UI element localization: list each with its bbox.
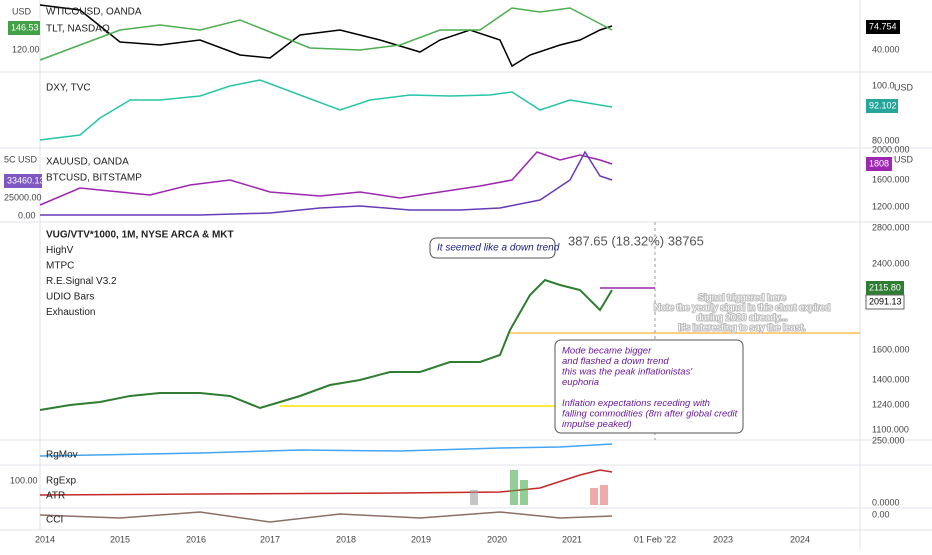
- pane-label: XAUUSD, OANDA: [46, 157, 129, 168]
- axis-label: 250.000: [872, 435, 905, 445]
- pane-label: HighV: [46, 245, 74, 256]
- annotation: during 2020 already...: [696, 313, 787, 324]
- x-axis-label: 2019: [411, 534, 431, 544]
- axis-label: 2400.000: [872, 258, 910, 268]
- note-box: [429, 237, 556, 259]
- pane-label: RgExp: [46, 476, 76, 487]
- unit: USD: [894, 82, 914, 92]
- annotation: It seemed like a down trend: [437, 243, 560, 254]
- annotation: Note the yearly signal in this chart exp…: [654, 303, 830, 314]
- price-tag: [866, 99, 898, 113]
- axis-label: 2800.000: [872, 222, 910, 232]
- axis-label: 1100.000: [872, 424, 909, 434]
- pane-label: BTCUSD, BITSTAMP: [46, 173, 142, 184]
- x-axis-label: 2016: [186, 534, 206, 544]
- axis-label: 0.0000: [872, 497, 900, 507]
- x-axis-label: 2014: [35, 534, 55, 544]
- axis-label: 1240.000: [872, 399, 910, 409]
- price-tag: [8, 21, 40, 35]
- price-tag-text: 146.53: [11, 22, 39, 32]
- pane-label: TLT, NASDAQ: [46, 24, 110, 35]
- note-box: [554, 339, 744, 434]
- unit: 5C USD: [4, 154, 38, 164]
- pane-label: Exhaustion: [46, 307, 95, 318]
- price-tag: [866, 281, 904, 295]
- pane-label: RgMov: [46, 450, 78, 461]
- annotation: and flashed a down trend: [562, 356, 669, 367]
- axis-label: 1400.000: [872, 374, 910, 384]
- price-tag-text: 1808: [869, 158, 889, 168]
- pane-label: VUG/VTV*1000, 1M, NYSE ARCA & MKT: [46, 230, 234, 241]
- x-axis-label: 01 Feb '22: [634, 534, 676, 544]
- x-axis-label: 2017: [260, 534, 280, 544]
- axis-label: 120.00: [12, 44, 40, 54]
- volume-bars: [470, 470, 608, 505]
- x-axis-label: 2024: [790, 534, 810, 544]
- pane-label: CCI: [46, 515, 63, 526]
- axis-label: 0.00: [872, 509, 890, 519]
- price-tag: [866, 20, 900, 34]
- pane-label: ATR: [46, 491, 65, 502]
- price-tag: [866, 157, 892, 171]
- annotation: Signal triggered here: [698, 293, 786, 304]
- price-tag-text: 33460.13: [7, 175, 45, 185]
- measure-label: 387.65 (18.32%) 38765: [568, 233, 704, 248]
- x-axis-label: 2021: [562, 534, 582, 544]
- price-tag-text: 2115.80: [869, 282, 901, 292]
- x-axis-label: 2018: [336, 534, 356, 544]
- x-axis-label: 2023: [713, 534, 733, 544]
- price-tag-text: 74.754: [869, 21, 897, 31]
- annotation: impulse peaked): [562, 419, 632, 430]
- pane-label: WTICOUSD, OANDA: [46, 7, 142, 18]
- price-tag-text: 92.102: [869, 100, 897, 110]
- pane-label: DXY, TVC: [46, 83, 91, 94]
- axis-label: 1200.000: [872, 201, 910, 211]
- axis-label: 1600.000: [872, 174, 910, 184]
- unit: USD: [12, 6, 32, 16]
- annotation: Inflation expectations receding with: [562, 398, 710, 409]
- pane-label: MTPC: [46, 261, 74, 272]
- annotation: It's interesting to say the least.: [678, 323, 806, 334]
- axis-label: 100.00: [10, 475, 38, 485]
- x-axis-label: 2015: [110, 534, 130, 544]
- axis-label: 2000.000: [872, 144, 910, 154]
- annotation: Mode became bigger: [562, 346, 652, 357]
- pane-label: UDIO Bars: [46, 292, 94, 303]
- price-tag-text: 2091.13: [869, 296, 902, 306]
- axis-label: 80.000: [872, 135, 900, 145]
- x-axis-label: 2020: [487, 534, 507, 544]
- annotation: this was the peak inflationistas': [562, 367, 693, 378]
- axis-label: 1600.000: [872, 344, 910, 354]
- annotation: euphoria: [562, 377, 599, 388]
- unit: USD: [894, 154, 914, 164]
- axis-label: 100.0: [872, 80, 895, 90]
- annotation: falling commodities (8m after global cre…: [562, 409, 738, 420]
- pane-label: R.E.Signal V3.2: [46, 276, 117, 287]
- axis-label: 25000.00: [4, 192, 42, 202]
- price-tag: [865, 294, 905, 310]
- axis-label: 40.000: [872, 44, 900, 54]
- axis-label: 0.00: [18, 210, 36, 220]
- price-tag: [4, 174, 42, 188]
